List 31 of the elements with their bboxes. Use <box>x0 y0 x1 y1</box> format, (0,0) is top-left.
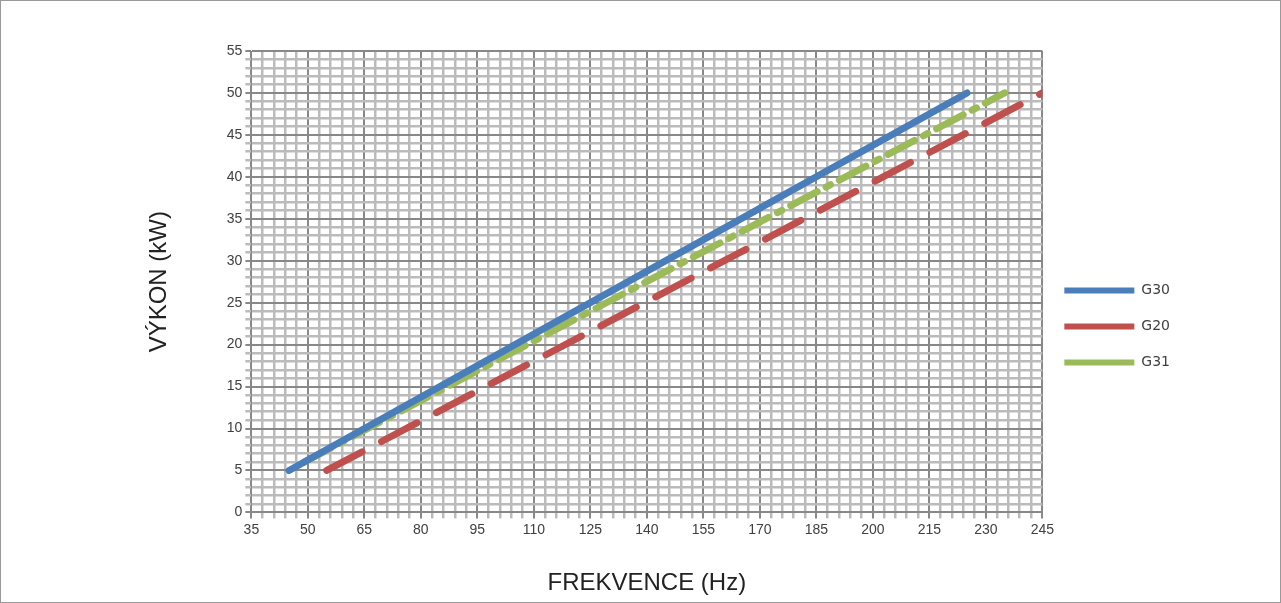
y-tick-label: 35 <box>226 209 243 226</box>
x-tick-label: 170 <box>748 520 772 537</box>
y-tick-label: 0 <box>234 503 243 520</box>
x-tick-label: 200 <box>861 520 885 537</box>
x-tick-label: 245 <box>1030 520 1055 537</box>
x-tick-label: 125 <box>578 520 603 537</box>
y-tick-label: 5 <box>234 461 243 478</box>
x-tick-label: 50 <box>300 520 316 537</box>
y-tick-label: 40 <box>226 167 243 184</box>
x-tick-label: 155 <box>691 520 716 537</box>
y-tick-label: 55 <box>226 41 243 58</box>
legend-label: G31 <box>1141 353 1171 370</box>
y-tick-label: 50 <box>226 83 243 100</box>
x-axis-title: FREKVENCE (Hz) <box>547 568 747 596</box>
y-tick-label: 15 <box>226 377 243 394</box>
x-tick-label: 110 <box>522 520 546 537</box>
x-tick-label: 95 <box>469 520 486 537</box>
y-tick-label: 10 <box>226 419 243 436</box>
y-tick-label: 30 <box>226 251 243 268</box>
x-tick-label: 80 <box>413 520 429 537</box>
y-axis-title: VÝKON (kW) <box>144 211 172 353</box>
y-tick-label: 20 <box>226 335 243 352</box>
x-tick-label: 230 <box>974 520 998 537</box>
x-tick-label: 65 <box>356 520 373 537</box>
legend-label: G20 <box>1141 317 1171 334</box>
x-tick-label: 185 <box>804 520 829 537</box>
x-tick-label: 215 <box>917 520 942 537</box>
x-tick-label: 140 <box>635 520 659 537</box>
y-tick-label: 25 <box>226 293 243 310</box>
legend-label: G30 <box>1141 281 1171 298</box>
y-tick-label: 45 <box>226 125 243 142</box>
